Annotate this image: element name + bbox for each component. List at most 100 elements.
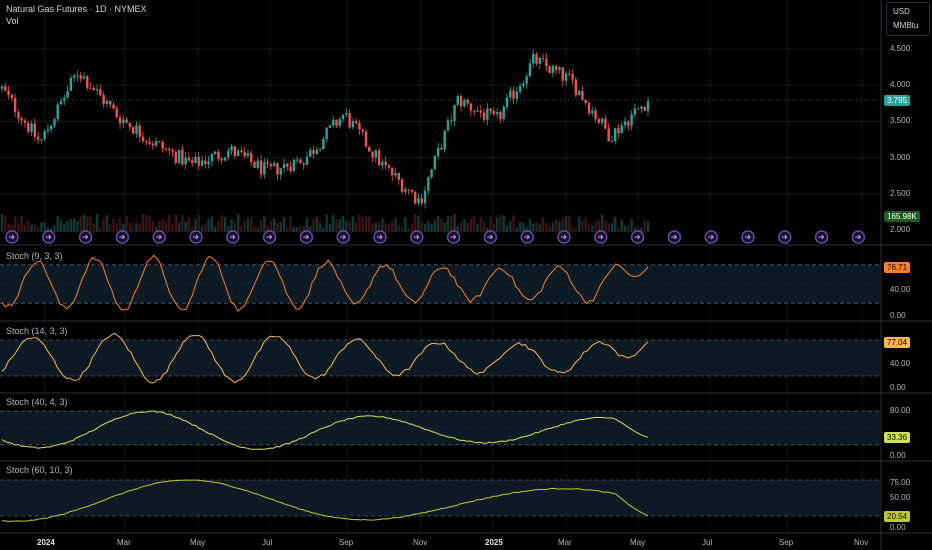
candle-body (46, 129, 50, 132)
volume-bar (364, 216, 368, 232)
volume-bar (627, 225, 630, 232)
candle-body (200, 160, 204, 166)
candle-body (345, 113, 348, 115)
volume-bar (109, 225, 112, 232)
volume-bar (92, 223, 96, 232)
volume-bar (574, 227, 578, 232)
candle-body (436, 147, 440, 156)
last-price-badge: 3.795 (884, 95, 911, 107)
candle-body (86, 76, 89, 88)
candle-body (374, 150, 378, 158)
volume-bar (636, 226, 640, 232)
candle-body (328, 125, 332, 128)
candle-body (450, 120, 453, 122)
candle-body (171, 150, 174, 152)
volume-bar (131, 226, 135, 232)
candle-body (217, 151, 220, 159)
candle-body (394, 172, 397, 176)
volume-bar (204, 224, 207, 232)
candle-body (413, 191, 417, 204)
event-arrow-icon (561, 234, 567, 240)
volume-bar (377, 222, 381, 232)
unit-label[interactable]: MMBtu (893, 21, 919, 30)
candle-body (158, 141, 161, 143)
volume-bar (623, 226, 627, 232)
candle-body (194, 156, 197, 164)
candle-body (95, 89, 99, 91)
candle-body (299, 159, 302, 164)
candle-body (387, 165, 391, 168)
event-arrow-icon (9, 234, 15, 240)
candle-body (604, 118, 607, 129)
chart-title: Natural Gas Futures · 1D · NYMEX (6, 4, 147, 14)
currency-label[interactable]: USD (893, 7, 910, 16)
volume-bars (0, 214, 650, 232)
volume-bar (256, 227, 259, 232)
candle-body (89, 87, 92, 89)
candle-body (446, 120, 450, 131)
stoch-line (1, 479, 649, 523)
stoch-value-badge: 20.54 (884, 510, 911, 522)
volume-bar (620, 219, 623, 232)
volume-bar (220, 215, 223, 232)
volume-bar (236, 214, 240, 232)
stoch-panel-label: Stoch (40, 4, 3) (6, 397, 68, 407)
stoch-panels (0, 254, 880, 523)
candle-body (40, 139, 43, 141)
volume-bar (217, 221, 220, 232)
stoch-panel-label: Stoch (60, 10, 3) (6, 465, 73, 475)
unit-selector[interactable]: USD MMBtu (886, 2, 930, 36)
candle-body (292, 159, 296, 172)
volume-bar (309, 226, 312, 232)
volume-bar (489, 217, 492, 232)
volume-bar (374, 222, 378, 232)
volume-bar (227, 226, 230, 232)
time-axis-tick: Nov (413, 538, 428, 547)
volume-bar (322, 227, 325, 232)
volume-bar (99, 227, 102, 232)
volume-bar (495, 217, 499, 232)
volume-bar (164, 221, 168, 232)
volume-bar (594, 221, 597, 232)
volume-bar (154, 226, 158, 232)
volume-bar (476, 223, 479, 232)
volume-bar (53, 224, 56, 232)
candle-body (36, 136, 40, 140)
candle-body (122, 119, 125, 124)
candle-body (377, 150, 381, 166)
volume-bar (610, 223, 614, 232)
volume-bar (145, 214, 148, 232)
candle-body (400, 179, 404, 192)
volume-bar (450, 216, 453, 232)
volume-bar (486, 227, 489, 232)
candle-body (417, 198, 420, 204)
volume-bar (158, 221, 161, 232)
candle-body (407, 189, 410, 191)
volume-bar (253, 225, 256, 232)
candle-body (236, 150, 240, 156)
candle-body (302, 163, 305, 165)
volume-bar (551, 222, 555, 232)
volume-bar (558, 221, 561, 232)
candle-body (512, 90, 515, 99)
volume-bar (230, 219, 233, 232)
time-axis-tick: Jul (702, 538, 713, 547)
volume-bar (125, 215, 128, 232)
volume-bar (554, 219, 558, 232)
candle-body (505, 97, 509, 107)
volume-bar (102, 218, 105, 232)
candle-body (230, 146, 233, 152)
volume-bar (400, 226, 404, 232)
volume-bar (223, 217, 227, 232)
volume-bar (200, 226, 204, 232)
volume-bar (56, 216, 59, 232)
volume-bar (4, 215, 7, 232)
volume-bar (473, 216, 476, 232)
volume-bar (433, 220, 437, 232)
volume-bar (69, 219, 73, 232)
candle-body (489, 108, 492, 111)
candle-body (636, 108, 640, 110)
volume-bar (23, 225, 27, 232)
candle-body (361, 129, 364, 132)
